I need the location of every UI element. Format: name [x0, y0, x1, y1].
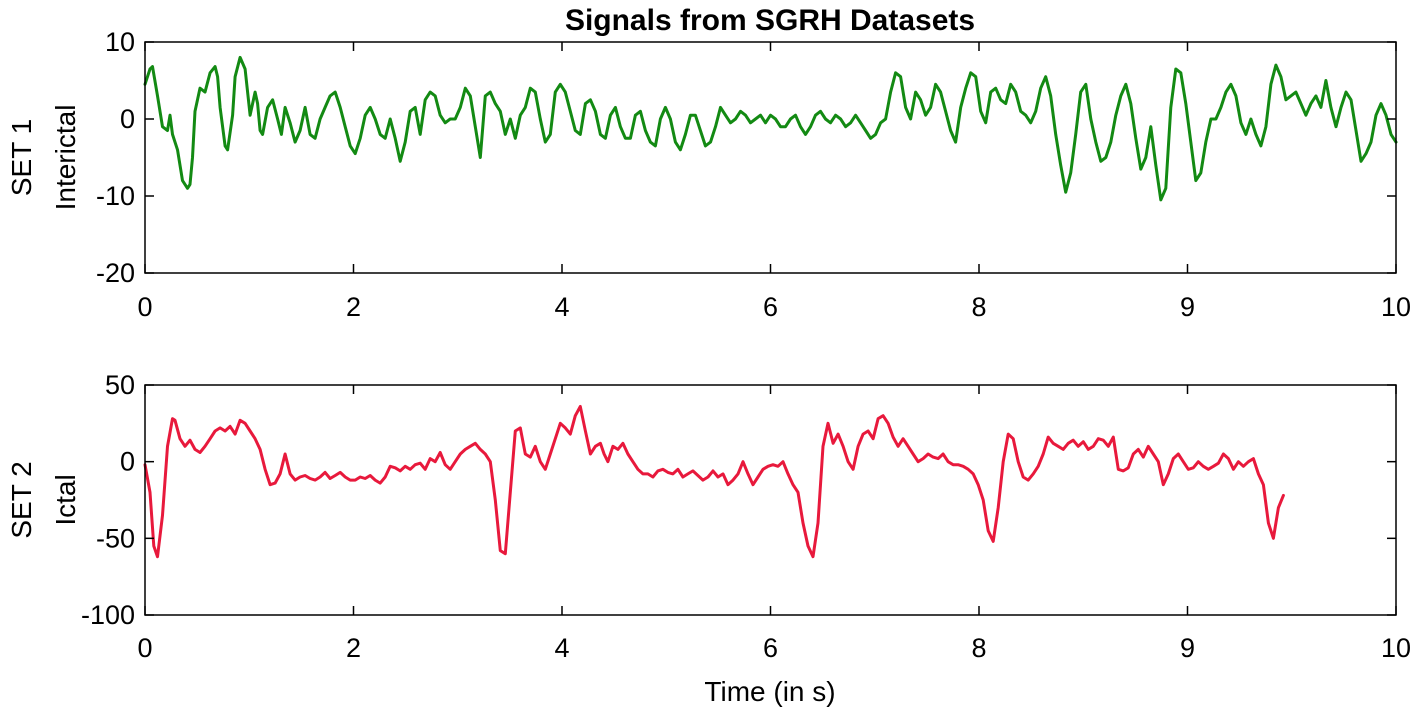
y-tick-label-0-0: 10	[105, 27, 135, 57]
series-line-0-0	[143, 55, 1398, 202]
x-tick-label-1-2: 4	[554, 633, 569, 663]
x-tick-label-1-5: 9	[1180, 633, 1195, 663]
y-tick-label-0-2: -10	[96, 181, 135, 211]
chart-title: Signals from SGRH Datasets	[565, 4, 975, 37]
axes-frame-0	[144, 41, 1397, 274]
series-line-1-0	[143, 405, 1285, 559]
y-axis-label-line1-0: SET 1	[6, 119, 37, 196]
y-tick-label-0-1: 0	[120, 104, 135, 134]
x-tick-label-1-1: 2	[346, 633, 361, 663]
x-tick-label-0-1: 2	[346, 292, 361, 322]
x-tick-label-0-3: 6	[763, 292, 778, 322]
x-tick-label-0-6: 10	[1381, 292, 1411, 322]
x-tick-label-1-6: 10	[1381, 633, 1411, 663]
x-tick-label-1-0: 0	[137, 633, 152, 663]
y-tick-label-1-1: 0	[120, 447, 135, 477]
x-tick-label-1-3: 6	[763, 633, 778, 663]
x-axis-label: Time (in s)	[704, 676, 835, 707]
x-tick-label-0-5: 9	[1180, 292, 1195, 322]
x-tick-label-0-2: 4	[554, 292, 569, 322]
y-axis-label-line2-1: Ictal	[50, 474, 81, 525]
x-tick-label-0-0: 0	[137, 292, 152, 322]
y-axis-label-line1-1: SET 2	[6, 461, 37, 538]
axes-frame-1	[144, 384, 1397, 616]
y-axis-label-line2-0: Interictal	[50, 105, 81, 211]
y-tick-label-1-3: -100	[81, 600, 135, 630]
x-tick-label-0-4: 8	[971, 292, 986, 322]
x-tick-label-1-4: 8	[971, 633, 986, 663]
y-tick-label-1-0: 50	[105, 370, 135, 400]
y-tick-label-0-3: -20	[96, 258, 135, 288]
y-tick-label-1-2: -50	[96, 523, 135, 553]
